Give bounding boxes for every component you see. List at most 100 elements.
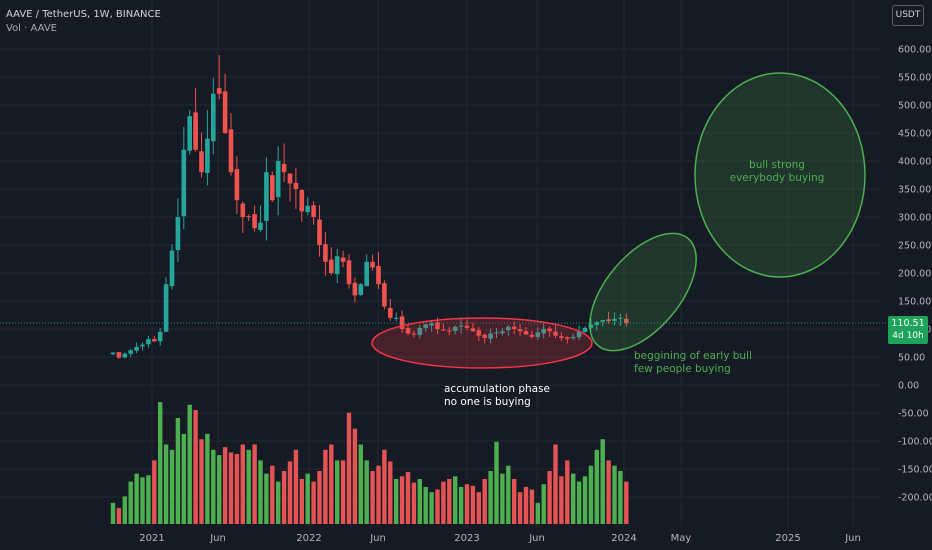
- candle-body: [317, 219, 322, 245]
- price-tick-label: 200.00: [898, 269, 931, 280]
- volume-bar: [506, 465, 511, 524]
- volume-bar: [394, 478, 399, 524]
- volume-bar: [169, 449, 175, 524]
- volume-bar: [134, 473, 139, 524]
- candle-body: [275, 161, 281, 198]
- candle-body: [488, 333, 493, 339]
- volume-bar: [588, 465, 594, 524]
- accumulation-label: accumulation phase: [444, 383, 550, 395]
- candle-body: [523, 331, 529, 335]
- candle-body: [458, 325, 464, 327]
- volume-bar: [329, 444, 334, 524]
- volume-bar: [600, 439, 605, 524]
- candle-body: [134, 346, 139, 351]
- candle-body: [494, 332, 499, 334]
- volume-bar: [110, 502, 116, 524]
- volume-bar: [364, 460, 369, 524]
- volume-bar: [618, 471, 623, 524]
- candle-body: [140, 344, 145, 347]
- volume-bar: [228, 452, 234, 524]
- volume-bar: [624, 481, 629, 524]
- candle-body: [293, 182, 299, 189]
- volume-bar: [287, 461, 293, 524]
- volume-bar: [187, 404, 192, 524]
- volume-bar: [276, 481, 281, 524]
- volume-bar: [258, 460, 263, 524]
- candle-body: [228, 129, 234, 173]
- candle-body: [529, 334, 535, 337]
- volume-bars: [110, 402, 629, 524]
- candle-body: [199, 151, 204, 173]
- candle-body: [152, 339, 157, 342]
- time-tick-label: 2023: [454, 533, 479, 544]
- grid-lines: [0, 0, 880, 527]
- candles: [110, 55, 629, 359]
- bull-strong-label: bull strong: [749, 159, 805, 171]
- candle-body: [511, 326, 517, 329]
- candle-body: [570, 336, 576, 339]
- volume-bar: [270, 465, 275, 524]
- candle-body: [393, 317, 399, 319]
- candle-body: [535, 332, 541, 337]
- currency-button[interactable]: USDT: [892, 5, 924, 26]
- volume-bar: [612, 465, 617, 524]
- volume-bar: [205, 433, 210, 524]
- volume-bar: [582, 476, 588, 524]
- volume-bar: [399, 476, 405, 524]
- price-tick-label: 500.00: [898, 101, 931, 112]
- candle-body: [157, 331, 163, 342]
- price-axis: 600.00 550.00 500.00 450.00 400.00 350.00 300.…: [898, 45, 932, 504]
- volume-bar: [199, 439, 204, 524]
- volume-bar: [193, 410, 198, 524]
- volume-bar: [547, 471, 552, 524]
- candle-body: [116, 352, 122, 358]
- candle-body: [476, 330, 482, 336]
- bull-strong-ellipse: [694, 72, 866, 278]
- candle-body: [500, 331, 505, 334]
- volume-bar: [529, 489, 535, 524]
- candle-body: [281, 163, 287, 173]
- candle-body: [464, 325, 470, 328]
- candle-body: [470, 328, 476, 332]
- candle-body: [181, 149, 187, 217]
- candle-body: [287, 173, 293, 184]
- volume-bar: [246, 449, 251, 524]
- candle-body: [175, 217, 181, 251]
- candle-body: [429, 323, 434, 326]
- volume-bar: [376, 465, 381, 524]
- candle-body: [346, 260, 352, 285]
- candle-body: [612, 318, 617, 321]
- time-tick-label: 2021: [139, 533, 164, 544]
- volume-bar: [429, 492, 434, 524]
- last-price-tag: 110.51 4d 10h: [888, 316, 928, 344]
- bull-strong-label: everybody buying: [730, 172, 825, 184]
- volume-bar: [565, 460, 570, 524]
- volume-bar: [122, 496, 127, 524]
- candle-body: [340, 257, 346, 262]
- time-tick-label: Jun: [369, 533, 386, 544]
- candle-body: [411, 333, 417, 335]
- candle-body: [305, 205, 310, 213]
- volume-bar: [358, 444, 363, 524]
- symbol-title[interactable]: AAVE / TetherUS, 1W, BINANCE: [6, 9, 161, 20]
- price-tick-label: 50.00: [898, 353, 925, 364]
- candle-body: [216, 88, 222, 94]
- volume-bar: [441, 481, 446, 524]
- volume-bar: [152, 460, 157, 524]
- volume-bar: [140, 477, 145, 524]
- volume-bar: [323, 449, 328, 524]
- volume-bar: [116, 508, 122, 524]
- candle-body: [187, 116, 192, 151]
- volume-bar: [217, 455, 222, 524]
- volume-bar: [293, 449, 299, 524]
- volume-bar: [222, 447, 228, 524]
- early-bull-label: beggining of early bull: [634, 350, 752, 362]
- candle-body: [594, 322, 600, 325]
- candle-body: [382, 283, 387, 307]
- candle-body: [447, 330, 452, 332]
- candle-body: [565, 337, 570, 340]
- volume-bar: [252, 444, 257, 524]
- volume-bar: [234, 454, 240, 524]
- volume-legend[interactable]: Vol · AAVE: [6, 23, 57, 34]
